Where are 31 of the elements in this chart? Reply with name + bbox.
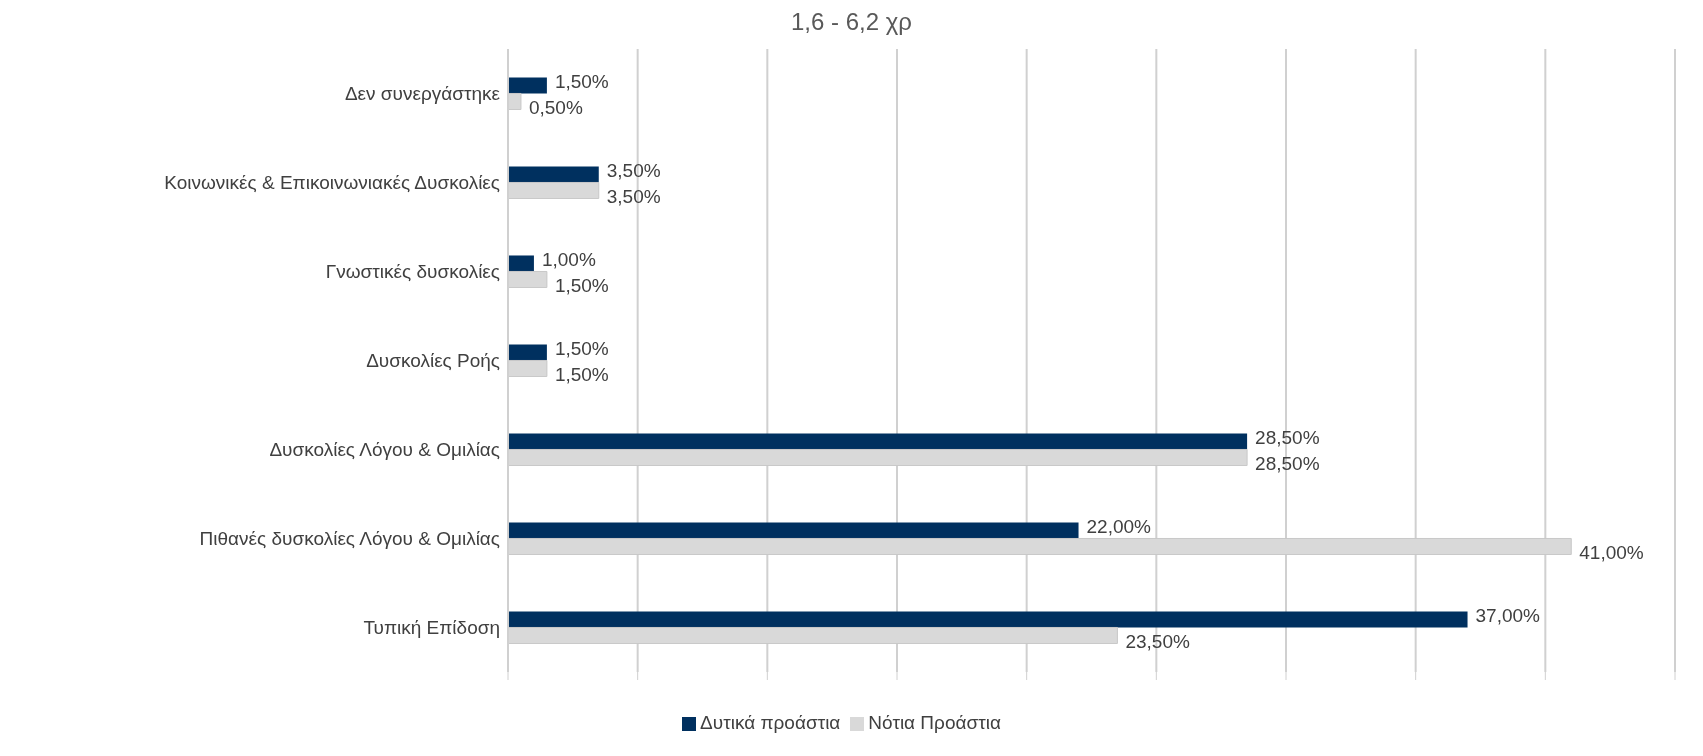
bar (508, 255, 534, 272)
data-label: 41,00% (1579, 542, 1644, 564)
data-label: 1,50% (554, 364, 609, 386)
data-label: 23,50% (1125, 631, 1190, 653)
y-tick-label: Γνωστικές δυσκολίες (325, 261, 500, 283)
y-tick-label: Πιθανές δυσκολίες Λόγου & Ομιλίας (199, 528, 500, 550)
legend-label: Δυτικά προάστια (700, 712, 841, 733)
bar (508, 522, 1079, 539)
bar (508, 611, 1468, 628)
y-tick-label: Κοινωνικές & Επικοινωνιακές Δυσκολίες (164, 172, 500, 194)
bar (508, 77, 547, 94)
bar (508, 344, 547, 361)
data-label: 3,50% (606, 186, 661, 208)
chart-title: 1,6 - 6,2 χρ (790, 8, 913, 37)
bar (508, 433, 1248, 450)
data-label: 1,50% (554, 275, 609, 297)
data-label: 28,50% (1255, 427, 1320, 449)
data-label: 0,50% (528, 97, 583, 119)
data-label: 1,00% (541, 249, 596, 271)
y-tick-label: Τυπική Επίδοση (363, 617, 500, 639)
data-label: 28,50% (1255, 453, 1320, 475)
y-tick-label: Δυσκολίες Λόγου & Ομιλίας (269, 439, 500, 461)
bar (508, 166, 599, 183)
data-label: 37,00% (1475, 605, 1541, 627)
y-tick-label: Δυσκολίες Ροής (366, 350, 500, 372)
data-label: 22,00% (1086, 516, 1152, 538)
data-label: 3,50% (606, 160, 661, 182)
data-label: 1,50% (554, 71, 609, 93)
data-label: 1,50% (554, 338, 609, 360)
y-tick-label: Δεν συνεργάστηκε (344, 83, 501, 105)
legend-label: Νότια Προάστια (868, 712, 1001, 733)
